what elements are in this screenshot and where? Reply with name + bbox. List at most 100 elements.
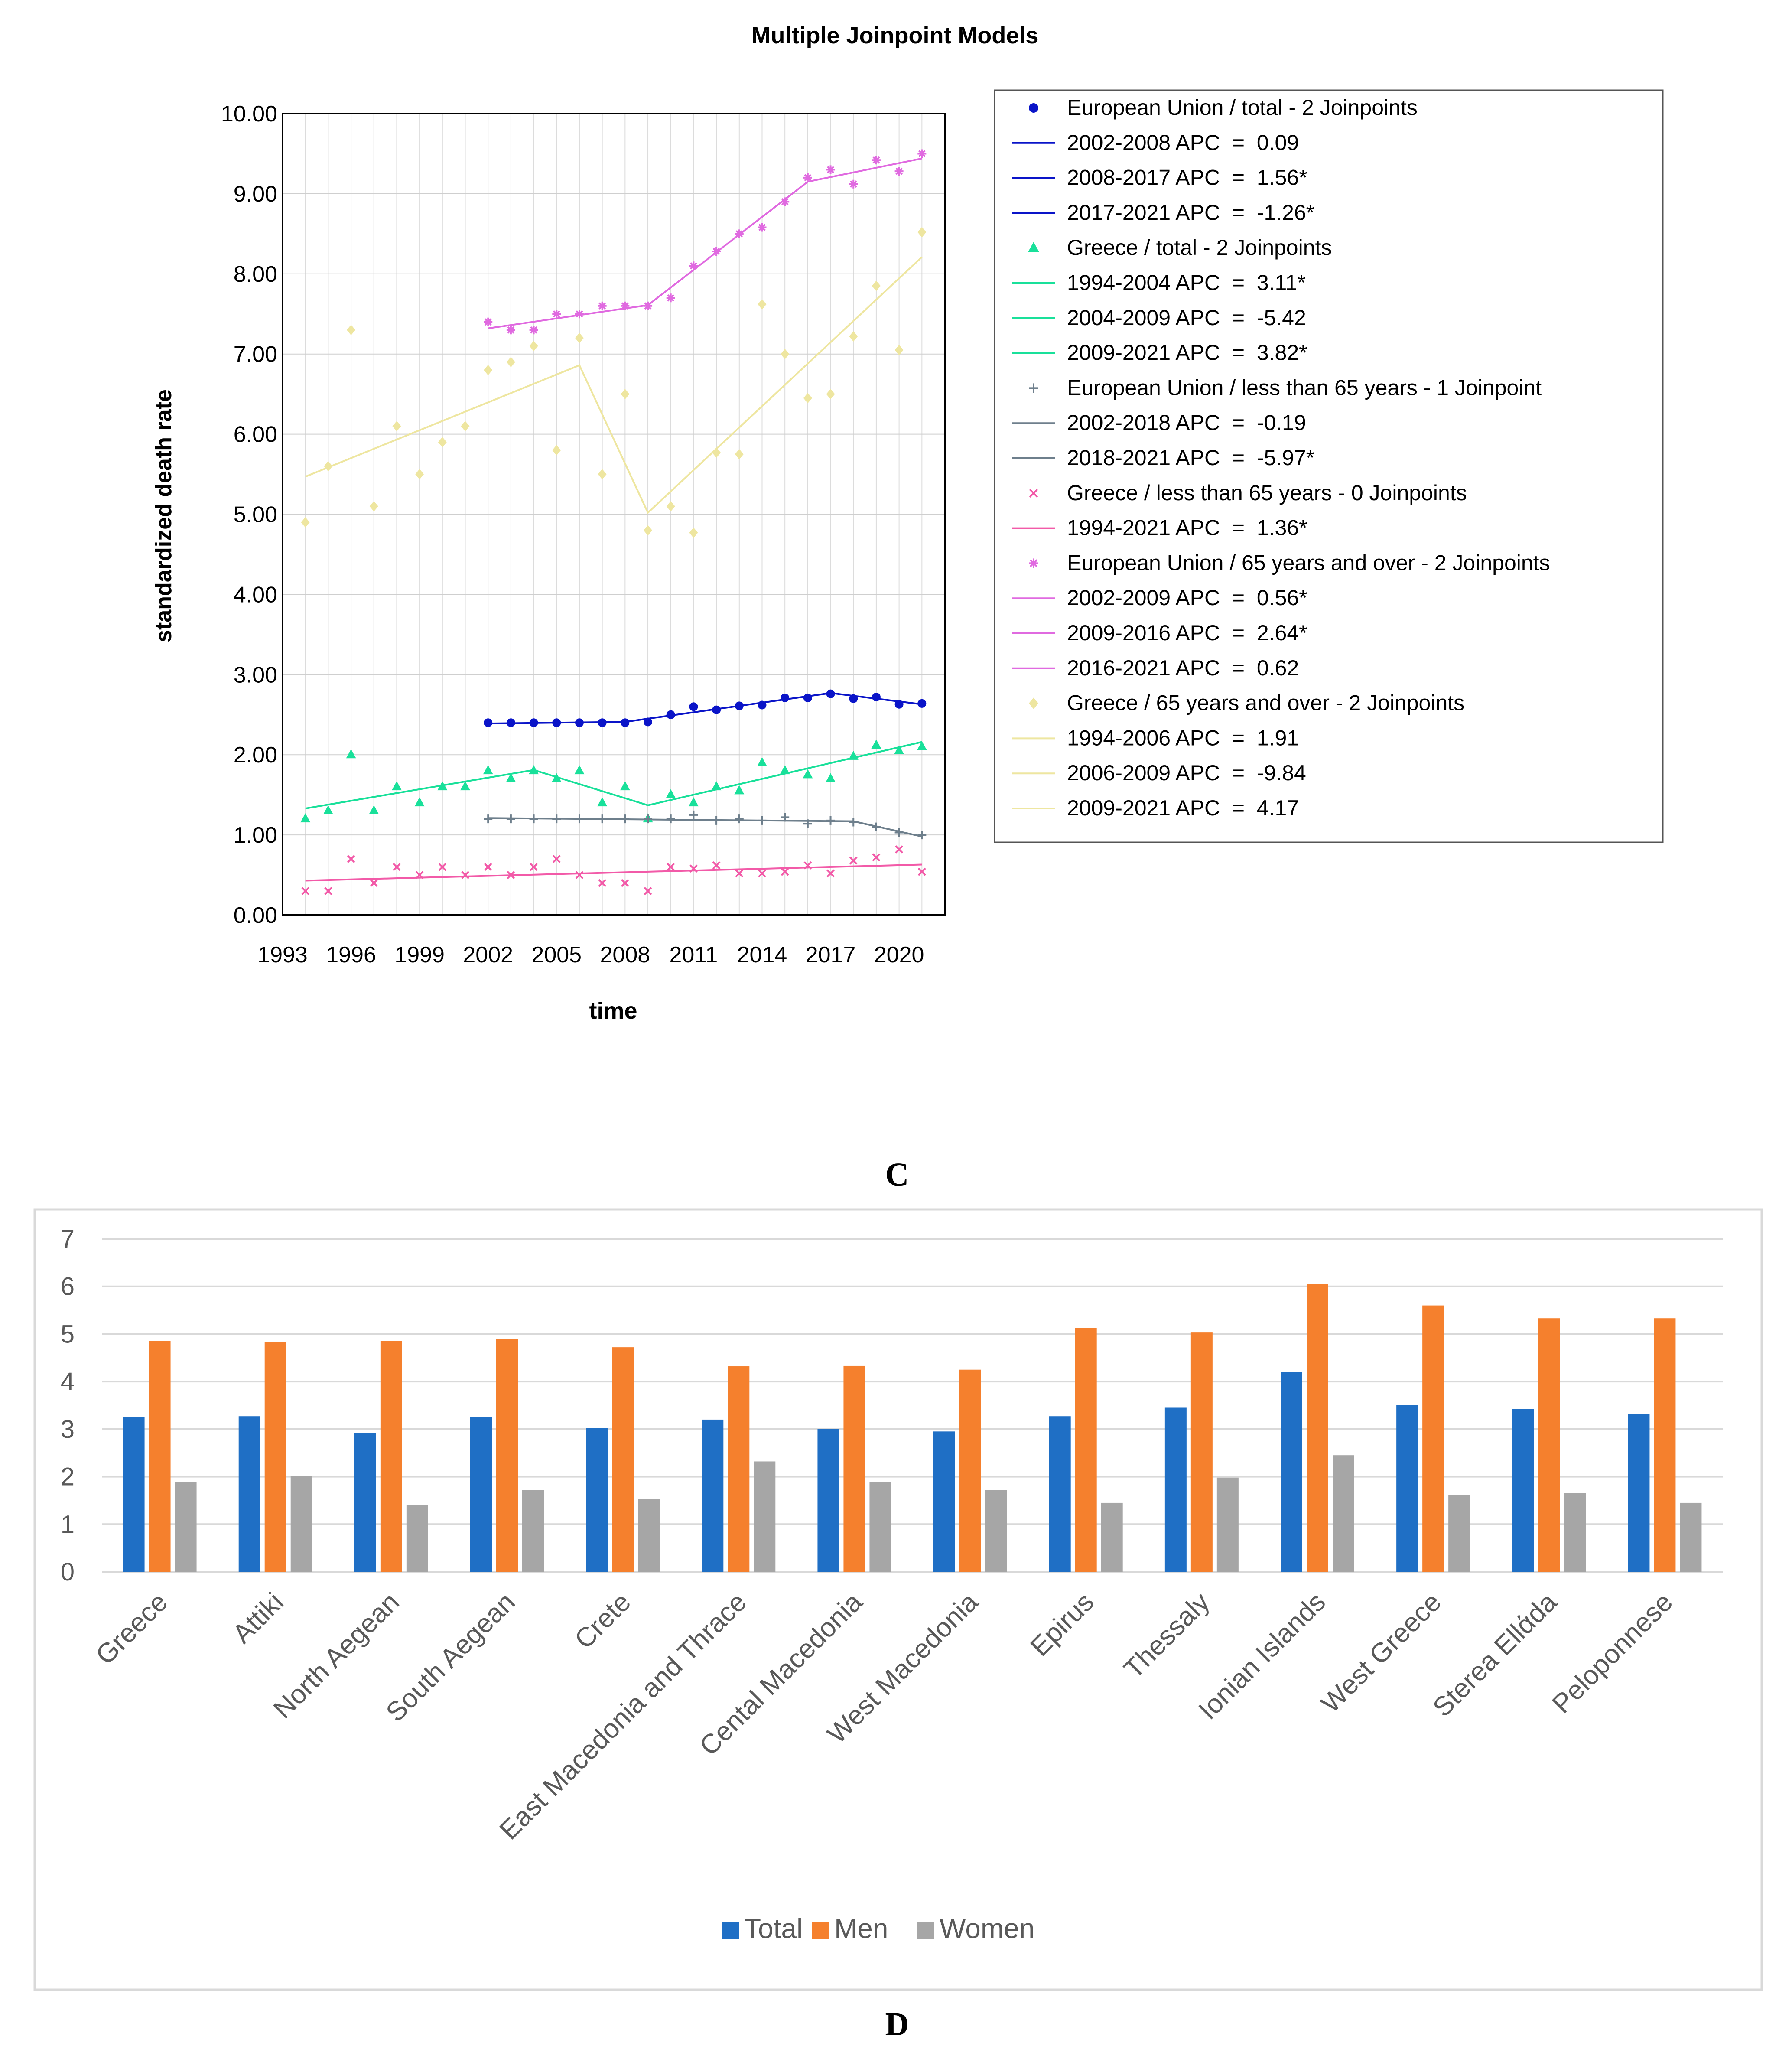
data-point [780, 765, 790, 775]
legend-segment-label: 2009-2021 APC = 4.17 [1067, 796, 1299, 820]
data-point [644, 525, 653, 536]
data-point [735, 701, 744, 710]
data-point [529, 341, 538, 352]
data-point [552, 855, 561, 863]
data-point [849, 331, 858, 342]
y-axis-label: standardized death rate [151, 389, 176, 642]
bar [1654, 1318, 1676, 1572]
data-point [1028, 241, 1039, 252]
data-point [529, 718, 538, 727]
data-point [574, 765, 585, 775]
data-point [894, 167, 904, 176]
data-point [484, 365, 493, 375]
bar [933, 1431, 955, 1572]
data-point [689, 864, 698, 873]
data-point [734, 785, 745, 795]
data-point [803, 861, 812, 870]
legend: Total Men Women [722, 1913, 1034, 1944]
data-point [393, 863, 401, 871]
data-point [894, 745, 904, 754]
y-tick-label: 0.00 [234, 903, 277, 928]
data-point [894, 700, 904, 709]
data-point [598, 814, 607, 824]
y-tick-label: 1 [61, 1510, 75, 1538]
data-point [735, 814, 744, 824]
panel-c-label: C [885, 1157, 909, 1193]
bar [1101, 1502, 1123, 1572]
legend-segment-label: 2002-2018 APC = -0.19 [1067, 410, 1306, 435]
x-tick-label: 1999 [394, 942, 445, 968]
data-point [301, 887, 310, 895]
data-point [575, 718, 584, 727]
data-point [438, 863, 447, 871]
data-point [826, 816, 835, 825]
data-point [803, 393, 812, 404]
data-point [803, 693, 812, 702]
bar [728, 1366, 750, 1572]
bar [1075, 1328, 1097, 1572]
data-point [826, 389, 835, 400]
legend-segment-label: 1994-2021 APC = 1.36* [1067, 516, 1307, 540]
data-point [917, 699, 927, 708]
data-point [917, 741, 927, 750]
x-tick-label: 1996 [326, 942, 376, 968]
legend-segment-label: 2017-2021 APC = -1.26* [1067, 200, 1314, 225]
data-point [484, 814, 493, 824]
bar [1164, 1407, 1187, 1572]
data-point [803, 173, 812, 182]
data-point [758, 816, 767, 825]
bar [264, 1342, 286, 1572]
bar [1281, 1372, 1302, 1572]
data-point [758, 223, 767, 232]
data-point [575, 310, 584, 319]
data-point [529, 814, 538, 824]
bar [817, 1429, 839, 1572]
data-point [347, 855, 355, 863]
data-point [781, 693, 790, 702]
data-point [712, 705, 721, 714]
legend-segment-label: 2018-2021 APC = -5.97* [1067, 446, 1314, 470]
data-point [370, 879, 378, 887]
data-point [666, 710, 675, 719]
data-point [529, 326, 538, 335]
y-tick-label: 8.00 [234, 262, 277, 287]
legend-segment-label: 2006-2009 APC = -9.84 [1067, 761, 1306, 785]
joinpoint-chart-svg: Multiple Joinpoint Models standardized d… [151, 23, 1664, 1193]
data-point [895, 845, 904, 854]
bar [1216, 1477, 1239, 1572]
y-tick-label: 6 [61, 1273, 75, 1301]
bar [1628, 1414, 1650, 1572]
chart-title: Multiple Joinpoint Models [751, 23, 1039, 49]
legend-series-label: European Union / 65 years and over - 2 J… [1067, 551, 1550, 575]
legend-series-label: European Union / total - 2 Joinpoints [1067, 95, 1418, 120]
legend-series-label: Greece / total - 2 Joinpoints [1067, 235, 1332, 260]
legend-swatch [917, 1922, 934, 1939]
data-point [712, 816, 721, 825]
bar [354, 1433, 376, 1572]
bar [470, 1417, 492, 1572]
legend-segment-label: 2002-2009 APC = 0.56* [1067, 586, 1307, 610]
fit-line [488, 817, 922, 837]
y-tick-label: 3 [61, 1415, 75, 1443]
data-point [552, 445, 561, 456]
bar [1512, 1409, 1534, 1572]
data-point [415, 871, 424, 879]
data-point [369, 501, 378, 512]
bar [1538, 1318, 1560, 1572]
y-tick-label: 4.00 [234, 582, 277, 607]
data-point [506, 357, 515, 368]
data-point [460, 781, 471, 791]
data-point [917, 149, 927, 158]
data-point [575, 332, 584, 343]
data-point [826, 869, 835, 878]
data-point [917, 867, 926, 876]
data-point [621, 814, 630, 824]
data-point [917, 831, 927, 840]
data-point [644, 887, 652, 895]
data-point [826, 165, 835, 174]
legend-segment-label: 1994-2004 APC = 3.11* [1067, 270, 1306, 295]
y-tick-label: 10.00 [221, 101, 277, 127]
y-tick-label: 2.00 [234, 743, 277, 768]
data-point [644, 814, 653, 824]
